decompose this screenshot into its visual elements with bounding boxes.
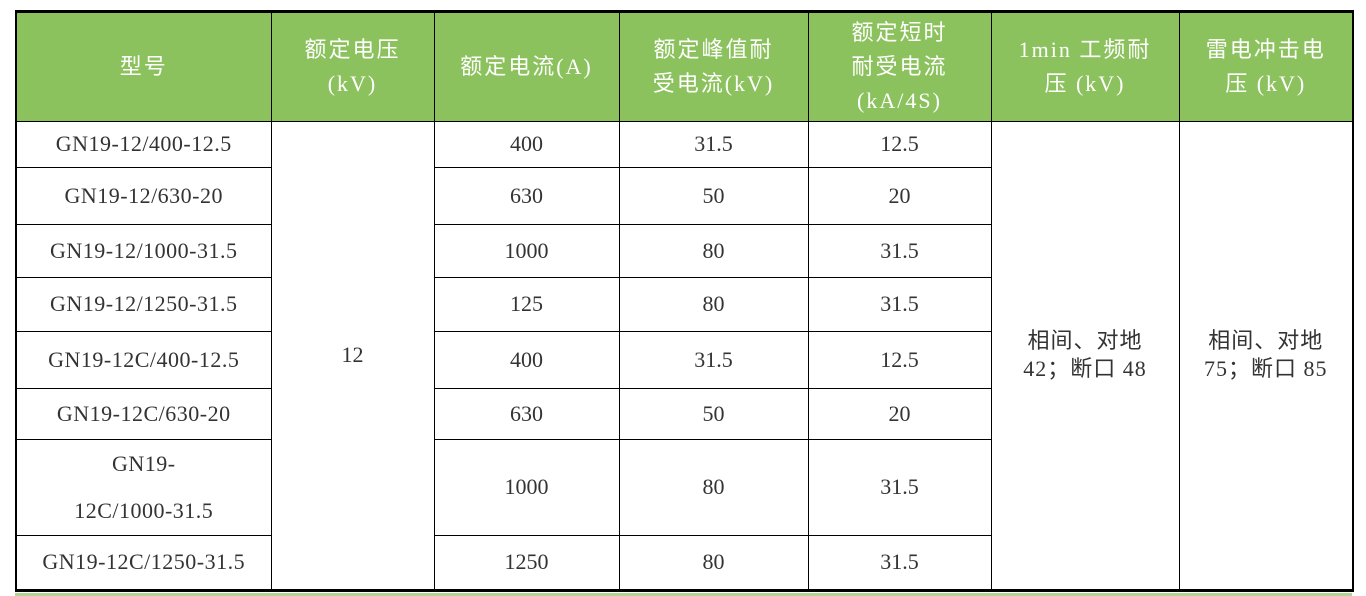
- lightning-merged-cell: 相间、对地 75；断口 85: [1178, 121, 1354, 591]
- peak-current-cell: 80: [618, 439, 809, 536]
- peak-current-cell: 80: [618, 534, 809, 591]
- rated-current-cell: 125: [433, 277, 620, 332]
- short-time-current-cell: 12.5: [807, 331, 992, 389]
- table-row: GN19-12/630-20 630 50 20: [15, 167, 1353, 225]
- model-cell: GN19-12/630-20: [15, 167, 272, 225]
- model-cell: GN19-12/1250-31.5: [15, 277, 272, 332]
- peak-current-cell: 31.5: [618, 121, 809, 168]
- model-cell: GN19- 12C/1000-31.5: [15, 439, 272, 536]
- short-time-current-cell: 31.5: [807, 277, 992, 332]
- model-cell: GN19-12/1000-31.5: [15, 224, 272, 278]
- peak-current-cell: 50: [618, 167, 809, 225]
- peak-current-cell: 80: [618, 277, 809, 332]
- rated-current-cell: 1250: [433, 534, 620, 591]
- header-rated-current: 额定电流(A): [433, 11, 620, 122]
- table-row: GN19-12/1250-31.5 125 80 31.5: [15, 277, 1353, 332]
- rated-current-cell: 1000: [433, 224, 620, 278]
- power-freq-merged-cell: 相间、对地 42；断口 48: [990, 121, 1180, 591]
- header-row: 型号 额定电压 (kV) 额定电流(A) 额定峰值耐 受电流(kV) 额定短时 …: [15, 11, 1354, 122]
- header-lightning: 雷电冲击电 压 (kV): [1178, 11, 1354, 122]
- table-row: GN19-12C/630-20 630 50 20: [15, 388, 1353, 440]
- header-model: 型号: [15, 11, 272, 122]
- model-cell: GN19-12C/400-12.5: [15, 331, 272, 389]
- table-row: GN19-12/400-12.5 12 400 31.5 12.5 相间、对地 …: [15, 121, 1354, 591]
- model-cell: GN19-12C/1250-31.5: [15, 534, 272, 591]
- short-time-current-cell: 12.5: [807, 121, 992, 168]
- switch-specs-table: 型号 额定电压 (kV) 额定电流(A) 额定峰值耐 受电流(kV) 额定短时 …: [15, 10, 1354, 592]
- table-row: GN19-12/1000-31.5 1000 80 31.5: [15, 224, 1353, 278]
- peak-current-cell: 31.5: [618, 331, 809, 389]
- rated-current-cell: 1000: [433, 439, 620, 536]
- short-time-current-cell: 31.5: [807, 224, 992, 278]
- header-power-freq: 1min 工频耐 压 (kV): [990, 11, 1180, 122]
- peak-current-cell: 80: [618, 224, 809, 278]
- short-time-current-cell: 31.5: [807, 439, 992, 536]
- header-rated-voltage: 额定电压 (kV): [270, 11, 435, 122]
- rated-current-cell: 630: [433, 167, 620, 225]
- short-time-current-cell: 31.5: [807, 534, 992, 591]
- rated-voltage-merged-cell: 12: [270, 121, 435, 591]
- rated-current-cell: 400: [433, 331, 620, 389]
- rated-current-cell: 400: [433, 121, 620, 168]
- peak-current-cell: 50: [618, 388, 809, 440]
- header-short-time: 额定短时 耐受电流 (kA/4S): [807, 11, 992, 122]
- short-time-current-cell: 20: [807, 388, 992, 440]
- short-time-current-cell: 20: [807, 167, 992, 225]
- model-cell: GN19-12/400-12.5: [15, 121, 272, 168]
- header-peak-withstand: 额定峰值耐 受电流(kV): [618, 11, 809, 122]
- bottom-accent-bar: [15, 592, 1352, 596]
- model-cell: GN19-12C/630-20: [15, 388, 272, 440]
- table-row: GN19- 12C/1000-31.5 1000 80 31.5: [15, 439, 1353, 536]
- rated-current-cell: 630: [433, 388, 620, 440]
